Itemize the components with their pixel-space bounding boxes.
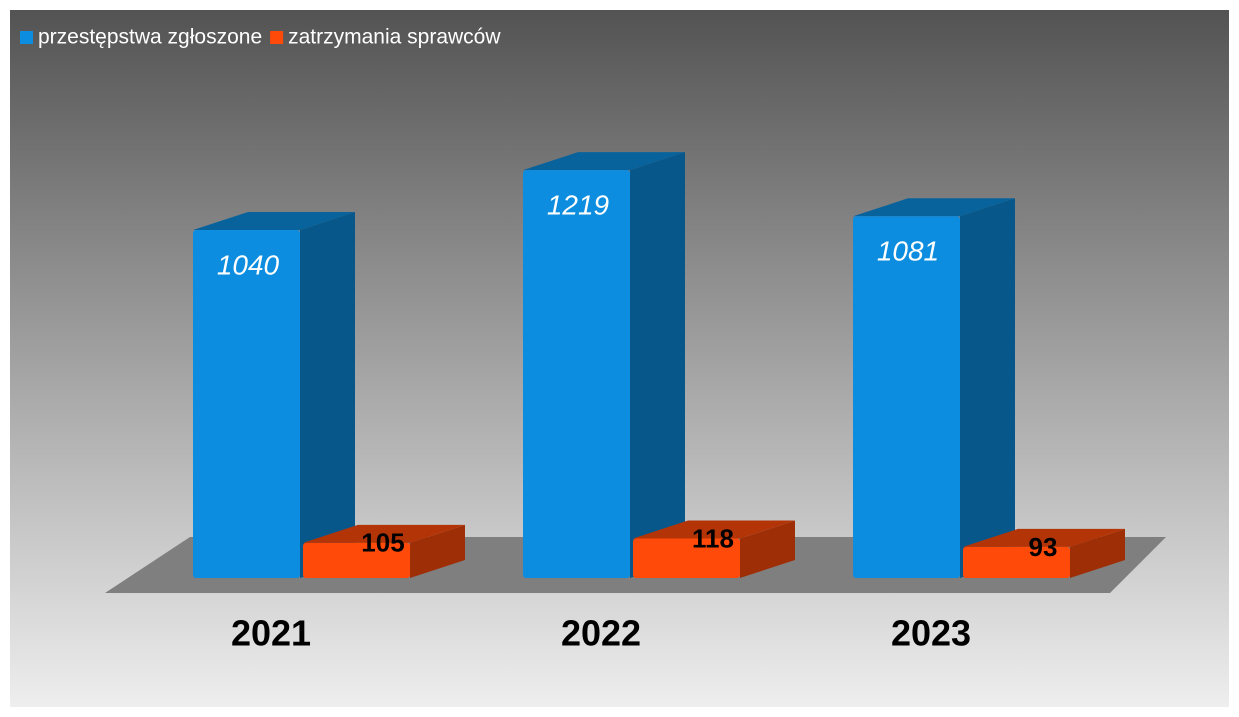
- bar-top: [193, 212, 355, 231]
- value-label: 105: [361, 528, 404, 558]
- bar-side: [1070, 528, 1125, 578]
- bar-side: [410, 524, 465, 578]
- bar: [193, 230, 300, 579]
- value-label: 1040: [217, 249, 280, 280]
- value-label: 1219: [547, 190, 609, 221]
- bar: [963, 546, 1070, 578]
- bar-side: [630, 152, 685, 578]
- bar-top: [303, 524, 465, 543]
- value-label: 118: [692, 523, 734, 553]
- value-label: 1081: [877, 236, 939, 267]
- bar-side: [960, 198, 1015, 578]
- legend-label: zatrzymania sprawców: [288, 26, 501, 49]
- x-tick-label: 2022: [561, 613, 641, 654]
- x-tick-label: 2021: [231, 613, 311, 654]
- bar-side: [740, 520, 795, 578]
- legend-swatch: [270, 31, 284, 44]
- legend-swatch: [20, 31, 33, 44]
- value-label: 93: [1029, 532, 1058, 562]
- bar: [853, 216, 960, 578]
- x-tick-label: 2023: [891, 613, 971, 654]
- bar: [523, 170, 630, 578]
- bar-side: [300, 212, 355, 579]
- bar-top: [963, 528, 1125, 547]
- bar-top: [523, 152, 685, 171]
- bar: [303, 542, 410, 578]
- bar-top: [633, 520, 795, 539]
- bar: [633, 538, 740, 578]
- legend-label: przestępstwa zgłoszone: [38, 26, 262, 49]
- bar-top: [853, 198, 1015, 217]
